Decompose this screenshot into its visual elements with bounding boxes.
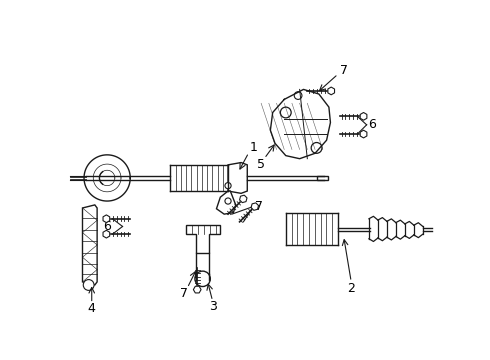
- Bar: [317, 176, 328, 180]
- Polygon shape: [360, 130, 367, 138]
- Circle shape: [225, 183, 231, 189]
- Text: 6: 6: [103, 220, 111, 233]
- Text: 5: 5: [257, 158, 265, 171]
- Text: 4: 4: [88, 302, 96, 315]
- Circle shape: [294, 92, 302, 99]
- Polygon shape: [82, 205, 97, 285]
- Polygon shape: [103, 215, 110, 222]
- Text: 7: 7: [255, 200, 263, 213]
- Polygon shape: [217, 191, 236, 214]
- Text: 6: 6: [368, 118, 376, 131]
- Polygon shape: [228, 163, 247, 193]
- Polygon shape: [251, 203, 259, 210]
- Polygon shape: [328, 87, 335, 95]
- Circle shape: [280, 107, 291, 118]
- Circle shape: [225, 198, 231, 204]
- Polygon shape: [186, 225, 220, 253]
- Text: 7: 7: [340, 64, 347, 77]
- Polygon shape: [360, 112, 367, 120]
- Text: 7: 7: [180, 287, 188, 300]
- Polygon shape: [240, 195, 247, 203]
- Polygon shape: [194, 286, 201, 293]
- Polygon shape: [103, 230, 110, 238]
- Circle shape: [311, 143, 322, 153]
- Circle shape: [83, 280, 94, 291]
- Text: 1: 1: [249, 141, 257, 154]
- Text: 2: 2: [347, 282, 355, 294]
- Text: 3: 3: [209, 300, 217, 313]
- Circle shape: [195, 271, 210, 287]
